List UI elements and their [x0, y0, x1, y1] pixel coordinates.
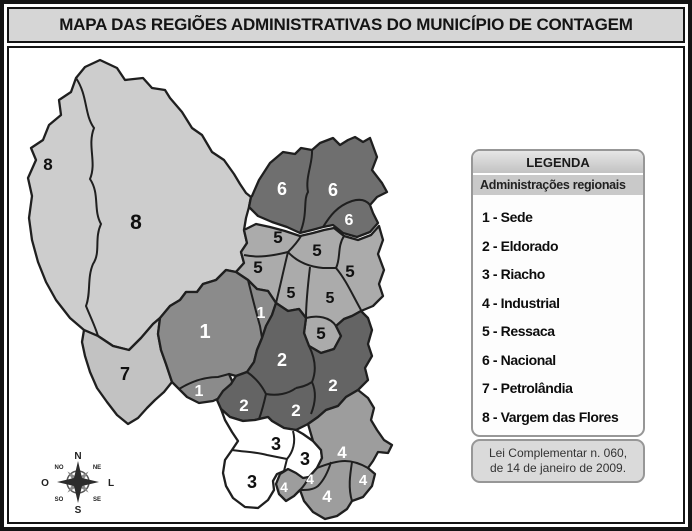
legend-subheader: Administrações regionais	[473, 175, 643, 195]
compass-label-n: N	[74, 451, 81, 462]
region-2-divider	[265, 387, 297, 396]
legend-item: 7 - Petrolândia	[482, 380, 573, 396]
region-4-label: 4	[306, 471, 314, 487]
compass-label-se: SE	[93, 497, 101, 503]
region-5-divider	[243, 251, 289, 258]
region-5-divider	[275, 251, 289, 304]
region-5-label: 5	[273, 228, 282, 247]
legend: LEGENDA Administrações regionais 1 - Sed…	[471, 149, 645, 437]
region-2	[215, 301, 374, 432]
region-7-shape	[80, 316, 174, 426]
legend-items: 1 - Sede 2 - Eldorado 3 - Riacho 4 - Indust…	[473, 195, 643, 431]
region-5-divider	[305, 315, 337, 327]
region-1-divider	[178, 373, 230, 390]
legend-note-line2: de 14 de janeiro de 2009.	[489, 461, 627, 475]
region-7-label: 7	[120, 364, 130, 384]
region-5-label: 5	[345, 262, 354, 281]
region-5-divider	[305, 266, 311, 319]
region-6-shape	[247, 135, 389, 239]
region-6-divider	[322, 198, 371, 228]
region-4-divider	[316, 459, 369, 469]
legend-note-line1: Lei Complementar n. 060,	[488, 446, 628, 460]
region-2-label: 2	[291, 401, 300, 420]
map-container: 8 8 7 5 5 5 5 5 5 5 1 1 1 2 2 2 2 3 3 3 4 4 4 4 4 6 6 6 N S O L NO NE SO SE…	[7, 46, 685, 524]
region-3-divider	[283, 430, 296, 472]
region-3-divider	[231, 449, 288, 460]
region-2-divider	[258, 393, 267, 420]
region-7	[80, 316, 174, 426]
region-2-label: 2	[239, 396, 248, 415]
compass-label-no: NO	[55, 465, 64, 471]
compass-label-so: SO	[55, 497, 64, 503]
region-3-label: 3	[300, 449, 310, 469]
region-4-shape	[274, 388, 394, 521]
region-2-divider	[246, 371, 267, 395]
legend-item: 8 - Vargem das Flores	[482, 408, 619, 425]
region-4-divider	[348, 461, 353, 502]
region-5-label: 5	[326, 290, 335, 307]
region-3-label: 3	[271, 434, 281, 454]
region-5-divider	[335, 235, 345, 269]
region-1-divider	[247, 279, 263, 339]
region-4-label: 4	[322, 487, 332, 506]
region-8-label: 8	[130, 211, 142, 234]
region-5-label: 5	[253, 258, 262, 277]
compass-label-o: O	[41, 478, 49, 489]
legend-note: Lei Complementar n. 060, de 14 de janeir…	[471, 439, 645, 483]
region-1-label: 1	[257, 305, 266, 322]
legend-header: LEGENDA	[473, 151, 643, 175]
region-5-divider	[287, 251, 336, 269]
region-4-label: 4	[359, 472, 368, 489]
region-2-divider	[310, 381, 316, 415]
region-4-divider	[299, 461, 332, 491]
region-3-label: 3	[247, 472, 257, 492]
legend-item: 1 - Sede	[482, 209, 533, 225]
region-5-label: 5	[312, 241, 321, 260]
compass-label-s: S	[75, 505, 82, 516]
region-8-divider	[75, 77, 103, 337]
region-6	[247, 135, 389, 239]
region-5-divider	[335, 267, 362, 311]
title-bar: MAPA DAS REGIÕES ADMINISTRATIVAS DO MUNI…	[7, 7, 685, 43]
legend-item: 5 - Ressaca	[482, 323, 555, 339]
compass-label-l: L	[108, 478, 114, 489]
region-5	[234, 222, 386, 355]
legend-item: 3 - Riacho	[482, 266, 545, 282]
region-2-label: 2	[328, 376, 337, 395]
region-6-label: 6	[345, 212, 354, 229]
region-8-label: 8	[43, 155, 52, 174]
region-1-label: 1	[195, 383, 204, 400]
region-4-label: 4	[280, 479, 288, 495]
region-4	[274, 388, 394, 521]
region-5-label: 5	[316, 324, 325, 343]
legend-item: 4 - Industrial	[482, 294, 560, 311]
page-title: MAPA DAS REGIÕES ADMINISTRATIVAS DO MUNI…	[59, 15, 633, 34]
region-2-label: 2	[277, 350, 287, 370]
region-6-label: 6	[328, 180, 338, 200]
region-4-label: 4	[337, 443, 347, 462]
region-1-label: 1	[199, 321, 210, 343]
compass-main-star	[57, 461, 99, 503]
region-5-label: 5	[287, 285, 296, 302]
legend-item: 6 - Nacional	[482, 351, 556, 368]
region-6-label: 6	[277, 179, 287, 199]
legend-item: 2 - Eldorado	[482, 237, 559, 254]
region-6-divider	[299, 149, 314, 234]
region-5-divider	[287, 235, 302, 253]
compass-label-ne: NE	[93, 465, 101, 471]
